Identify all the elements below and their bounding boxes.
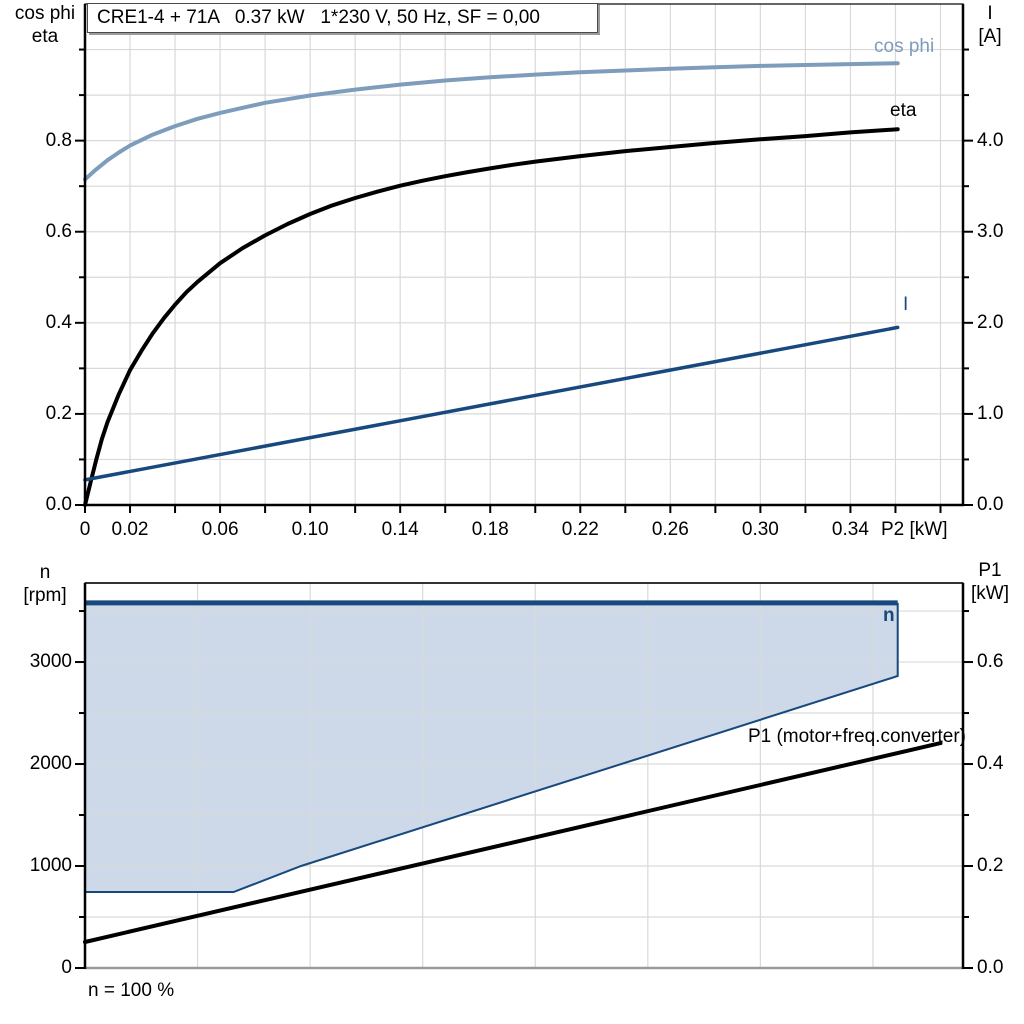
- speed-region-label: n: [883, 605, 895, 626]
- x-tick-label: 0.18: [471, 519, 509, 540]
- x-tick-label: 0: [79, 519, 91, 540]
- top-left-tick-label: 0.0: [45, 494, 72, 515]
- top-right-axis-title: I [A]: [963, 2, 1017, 48]
- chart-title: CRE1-4 + 71A 0.37 kW 1*230 V, 50 Hz, SF …: [97, 7, 540, 28]
- p1-curve: [83, 741, 943, 944]
- axis-title-current: I: [987, 3, 993, 24]
- bottom-left-axis-title: n [rpm]: [6, 561, 84, 607]
- top-left-axis-title: cos phi eta: [6, 2, 84, 48]
- bottom-left-tick-label: 3000: [29, 651, 72, 673]
- speed-region-outline: [85, 602, 899, 893]
- bottom-left-tick-label: 0: [61, 957, 72, 978]
- eta-curve: [83, 127, 900, 507]
- bottom-right-axis-title: P1 [kW]: [960, 559, 1020, 605]
- top-right-tick-label: 1.0: [977, 402, 1004, 424]
- x-tick-label: 0.02: [111, 519, 149, 540]
- axis-title-current-unit: [A]: [978, 26, 1002, 47]
- x-axis-label: P2 [kW]: [881, 519, 948, 540]
- cos-phi-curve: [83, 61, 900, 182]
- bottom-right-tick-label: 0.0: [977, 957, 1004, 978]
- cos-phi-curve-label: cos phi: [874, 36, 935, 57]
- chart-title-box: CRE1-4 + 71A 0.37 kW 1*230 V, 50 Hz, SF …: [87, 3, 598, 33]
- x-tick-label: 0.10: [291, 519, 329, 540]
- p1-curve-label: P1 (motor+freq.converter): [747, 726, 966, 747]
- axis-title-speed: n: [39, 562, 51, 583]
- top-left-tick-label: 0.2: [45, 402, 72, 424]
- top-right-tick-label: 0.0: [977, 494, 1004, 515]
- top-left-tick-label: 0.6: [45, 220, 72, 242]
- x-tick-label: 0.34: [831, 519, 869, 540]
- x-tick-label: 0.22: [561, 519, 599, 540]
- x-tick-label: 0.14: [381, 519, 419, 540]
- bottom-left-tick-label: 2000: [29, 753, 72, 775]
- x-tick-label: 0.30: [741, 519, 779, 540]
- current-curve-label: I: [903, 294, 909, 315]
- current-curve: [83, 325, 900, 482]
- footer-note: n = 100 %: [88, 980, 175, 1001]
- axis-title-p1: P1: [978, 560, 1002, 581]
- x-tick-label: 0.06: [201, 519, 239, 540]
- axis-title-speed-unit: [rpm]: [23, 585, 67, 606]
- x-tick-label: 0.26: [651, 519, 689, 540]
- top-left-tick-label: 0.4: [45, 311, 72, 333]
- top-right-tick-label: 4.0: [977, 129, 1004, 151]
- speed-region: [85, 602, 898, 892]
- eta-curve-label: eta: [890, 100, 917, 121]
- axis-title-cos-phi: cos phi: [14, 3, 76, 24]
- axis-title-eta: eta: [31, 26, 59, 47]
- bottom-right-tick-label: 0.4: [977, 753, 1004, 775]
- bottom-right-tick-label: 0.6: [977, 651, 1004, 673]
- bottom-right-tick-label: 0.2: [977, 855, 1004, 876]
- top-right-tick-label: 2.0: [977, 311, 1004, 333]
- axis-title-p1-unit: [kW]: [971, 583, 1009, 604]
- top-right-tick-label: 3.0: [977, 220, 1004, 242]
- top-panel-frame: [84, 3, 964, 506]
- bottom-left-tick-label: 1000: [29, 855, 72, 876]
- top-left-tick-label: 0.8: [45, 129, 72, 151]
